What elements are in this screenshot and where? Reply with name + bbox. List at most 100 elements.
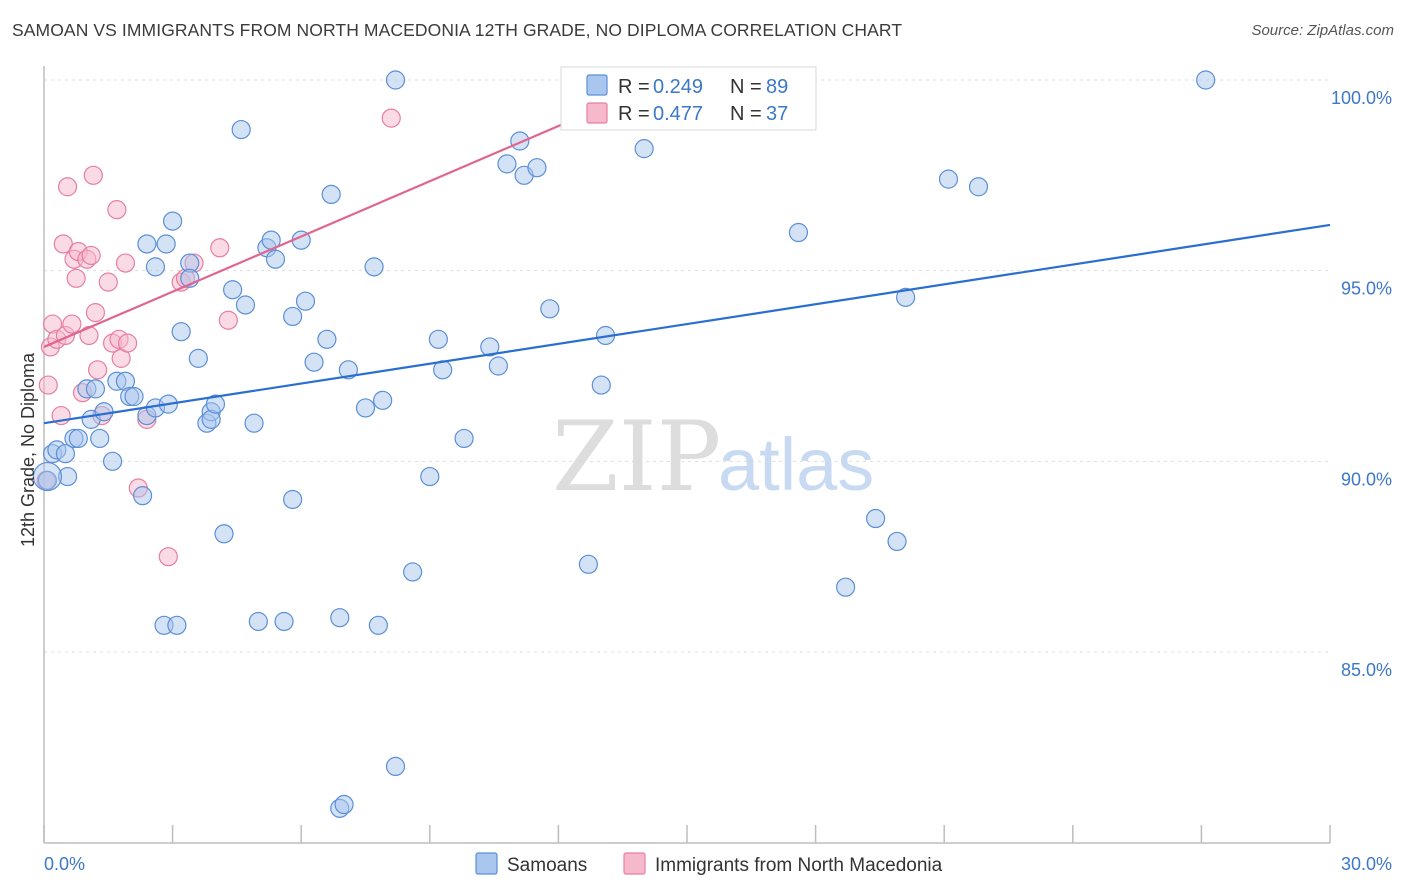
legend-n-value-1: 89 xyxy=(766,76,788,98)
data-point xyxy=(420,466,440,487)
data-point xyxy=(591,375,611,395)
legend-r-value-2: 0.477 xyxy=(653,103,703,125)
data-point xyxy=(137,234,157,254)
bottom-legend: Samoans Immigrants from North Macedonia xyxy=(475,852,943,876)
data-point xyxy=(338,360,358,380)
data-point xyxy=(163,211,183,231)
legend-swatch-macedonia xyxy=(586,102,608,124)
data-point xyxy=(223,280,243,300)
data-point xyxy=(81,245,101,266)
data-point xyxy=(283,306,303,327)
data-point xyxy=(497,154,517,174)
x-tick-label-max: 30.0% xyxy=(1341,854,1392,874)
data-point xyxy=(145,257,166,277)
legend-n-label-2: N = xyxy=(730,103,762,125)
legend-box: R = 0.249 N = 89 R = 0.477 N = 37 xyxy=(560,66,817,131)
y-tick-label: 95.0% xyxy=(1341,279,1392,299)
data-point xyxy=(87,360,108,380)
legend-r-value-1: 0.249 xyxy=(653,76,703,98)
data-point xyxy=(274,611,294,632)
data-point xyxy=(231,119,251,140)
data-point xyxy=(235,295,256,315)
y-tick-labels: 85.0% 90.0% 95.0% 100.0% xyxy=(1331,88,1392,680)
data-point xyxy=(32,461,63,492)
data-point xyxy=(364,257,384,277)
data-point xyxy=(248,611,268,632)
data-point xyxy=(132,486,153,506)
data-point xyxy=(265,249,286,269)
data-point xyxy=(57,466,78,487)
data-point xyxy=(330,608,350,628)
watermark-atlas: atlas xyxy=(718,423,874,506)
data-point xyxy=(403,562,423,582)
data-point xyxy=(540,299,560,319)
data-point xyxy=(385,70,406,90)
data-point xyxy=(171,322,191,342)
data-point xyxy=(98,272,118,292)
bottom-legend-samoans: Samoans xyxy=(507,855,587,876)
data-point xyxy=(304,352,324,372)
data-point xyxy=(355,398,376,418)
watermark-zip: ZIP xyxy=(552,401,721,513)
y-tick-label: 85.0% xyxy=(1341,660,1392,680)
data-point xyxy=(896,287,916,307)
trend-line-samoans xyxy=(43,223,1331,425)
data-point xyxy=(57,177,78,197)
data-point xyxy=(102,451,123,471)
legend-r-label-1: R = xyxy=(618,76,650,98)
data-point xyxy=(634,139,654,159)
data-point xyxy=(55,444,76,464)
data-point xyxy=(158,547,178,567)
source-label: Source: ZipAtlas.com xyxy=(1251,22,1394,39)
data-point xyxy=(321,184,341,204)
y-tick-label: 100.0% xyxy=(1331,88,1392,108)
y-tick-label: 90.0% xyxy=(1341,469,1392,489)
data-point xyxy=(283,489,303,510)
data-point xyxy=(210,238,230,258)
data-point xyxy=(454,428,474,449)
data-point xyxy=(124,386,144,407)
data-point xyxy=(788,222,809,243)
legend-swatch-samoans xyxy=(586,74,608,96)
data-point xyxy=(38,375,58,395)
data-point xyxy=(107,200,127,220)
data-point xyxy=(115,253,136,273)
data-point xyxy=(37,470,58,490)
data-point xyxy=(317,329,337,349)
bottom-legend-swatch-macedonia xyxy=(623,852,646,875)
data-point xyxy=(381,108,401,128)
data-point xyxy=(836,577,856,597)
legend-r-label-2: R = xyxy=(618,103,650,125)
data-point xyxy=(866,508,886,529)
data-point xyxy=(62,314,82,334)
data-point xyxy=(488,356,508,376)
data-point xyxy=(887,531,907,552)
data-point xyxy=(968,177,989,197)
data-point xyxy=(83,165,103,185)
data-point xyxy=(94,402,114,422)
macedonia-points xyxy=(36,108,401,567)
data-point xyxy=(53,234,73,254)
data-point xyxy=(1196,70,1216,90)
data-point xyxy=(578,554,599,574)
legend-n-label-1: N = xyxy=(730,76,762,98)
data-point xyxy=(480,337,500,357)
data-point xyxy=(368,615,388,635)
data-point xyxy=(68,428,88,449)
data-point xyxy=(205,394,226,414)
bottom-legend-swatch-samoans xyxy=(475,852,498,875)
samoans-points xyxy=(32,70,1216,818)
data-point xyxy=(188,348,208,368)
data-point xyxy=(428,329,448,349)
data-point xyxy=(167,615,187,635)
data-point xyxy=(214,524,234,544)
data-point xyxy=(385,756,406,777)
x-tick-label-min: 0.0% xyxy=(44,854,85,874)
legend-n-value-2: 37 xyxy=(766,103,788,125)
data-point xyxy=(117,333,138,353)
data-point xyxy=(295,291,316,311)
data-point xyxy=(90,428,110,449)
chart-title: SAMOAN VS IMMIGRANTS FROM NORTH MACEDONI… xyxy=(12,20,903,40)
data-point xyxy=(218,310,238,330)
